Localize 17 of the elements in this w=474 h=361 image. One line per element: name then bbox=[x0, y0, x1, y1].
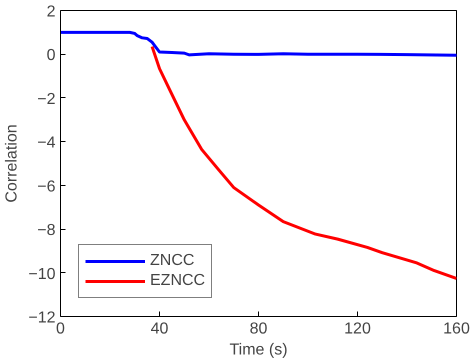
line-series bbox=[60, 30, 456, 57]
y-tick-label: −8 bbox=[37, 222, 56, 240]
legend-label: ZNCC bbox=[150, 252, 194, 270]
x-tick-label: 160 bbox=[443, 320, 470, 338]
x-tick-label: 120 bbox=[344, 320, 371, 338]
y-tick-label: 0 bbox=[46, 47, 56, 64]
y-tick-label: −2 bbox=[37, 90, 56, 108]
y-tick-label: −12 bbox=[28, 310, 56, 326]
y-axis-title: Correlation bbox=[3, 124, 20, 203]
y-tick-label: −4 bbox=[37, 134, 56, 152]
legend-label: EZNCC bbox=[150, 272, 206, 290]
y-tick-label: 2 bbox=[46, 4, 56, 20]
y-tick-label: −6 bbox=[37, 178, 56, 196]
x-tick-label: 80 bbox=[250, 320, 268, 338]
x-axis-title: Time (s) bbox=[229, 342, 288, 358]
x-tick-label: 40 bbox=[150, 320, 168, 338]
y-tick-label: −10 bbox=[28, 266, 56, 283]
